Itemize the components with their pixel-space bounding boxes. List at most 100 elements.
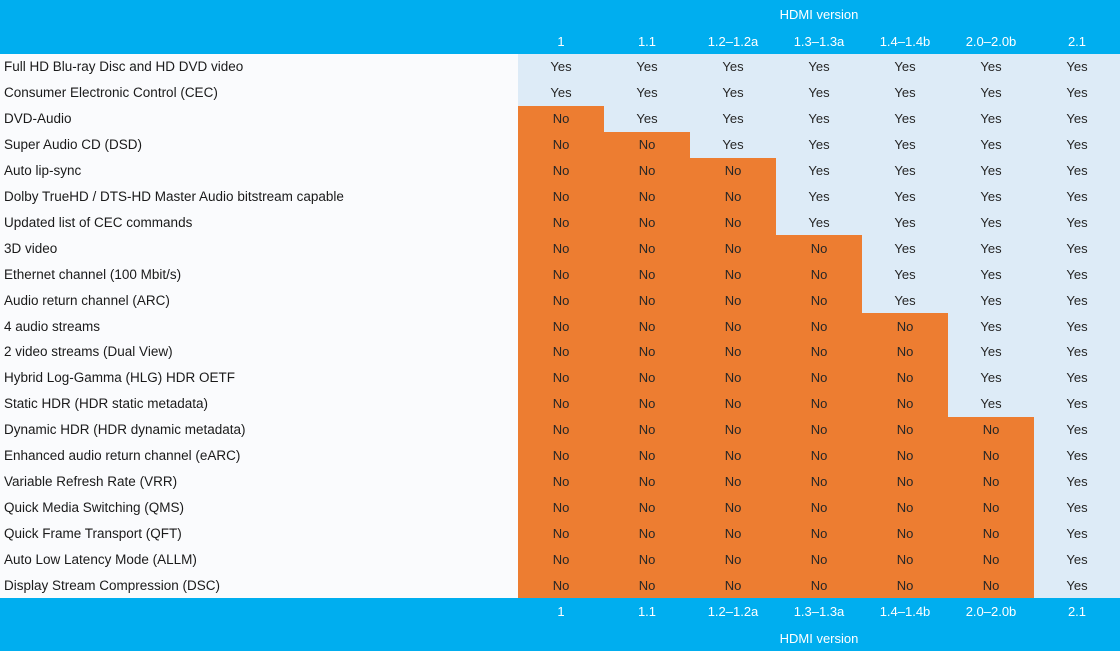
value-cell: Yes xyxy=(690,105,776,132)
value-cell: Yes xyxy=(1034,442,1120,469)
value-cell: Yes xyxy=(1034,494,1120,521)
value-cell: No xyxy=(690,546,776,573)
value-cell: No xyxy=(518,442,604,469)
value-cell: No xyxy=(518,520,604,547)
value-cell: Yes xyxy=(1034,313,1120,339)
value-cell: No xyxy=(604,416,690,443)
value-cell: No xyxy=(604,261,690,288)
table-row: Auto lip-sync No No No Yes Yes Yes Yes xyxy=(0,157,1120,184)
feature-label: Updated list of CEC commands xyxy=(0,209,518,236)
header-col-label: 1.3–1.3a xyxy=(793,33,845,49)
value-cell: No xyxy=(604,235,690,262)
table-row: Hybrid Log-Gamma (HLG) HDR OETF No No No No N… xyxy=(0,364,1120,391)
value-cell: No xyxy=(518,131,604,158)
feature-label: Static HDR (HDR static metadata) xyxy=(0,390,518,417)
value-cell: Yes xyxy=(862,183,948,210)
feature-label: Quick Frame Transport (QFT) xyxy=(0,520,518,547)
feature-label: 3D video xyxy=(0,235,518,262)
value-cell: No xyxy=(518,261,604,288)
value-cell: No xyxy=(948,416,1034,443)
feature-label: Quick Media Switching (QMS) xyxy=(0,494,518,521)
value-cell: No xyxy=(776,261,862,288)
value-cell: Yes xyxy=(948,235,1034,262)
value-cell: Yes xyxy=(1034,416,1120,443)
value-cell: Yes xyxy=(948,261,1034,288)
value-cell: Yes xyxy=(1034,572,1120,599)
footer-col-label: 1.1 xyxy=(637,604,657,619)
value-cell: No xyxy=(776,520,862,547)
feature-label: Display Stream Compression (DSC) xyxy=(0,572,518,599)
value-cell: Yes xyxy=(862,105,948,132)
value-cell: No xyxy=(948,572,1034,599)
value-cell: Yes xyxy=(948,131,1034,158)
footer-col-label: 1.3–1.3a xyxy=(793,604,845,619)
value-cell: Yes xyxy=(948,364,1034,391)
header-column-labels: 1 1.1 1.2–1.2a 1.3–1.3a 1.4–1.4b 2.0–2.0b 2.1 xyxy=(0,28,1120,54)
value-cell: Yes xyxy=(518,54,604,80)
table-row: Enhanced audio return channel (eARC) No No… xyxy=(0,442,1120,469)
feature-label: Hybrid Log-Gamma (HLG) HDR OETF xyxy=(0,364,518,391)
value-cell: Yes xyxy=(862,54,948,80)
value-cell: No xyxy=(604,183,690,210)
value-cell: No xyxy=(690,235,776,262)
table-row: Display Stream Compression (DSC) No No No No… xyxy=(0,572,1120,599)
value-cell: Yes xyxy=(776,105,862,132)
footer-group-label: HDMI version xyxy=(779,630,859,646)
value-cell: Yes xyxy=(862,209,948,236)
value-cell: No xyxy=(518,235,604,262)
feature-label: Variable Refresh Rate (VRR) xyxy=(0,468,518,495)
value-cell: No xyxy=(862,442,948,469)
feature-label: Dynamic HDR (HDR dynamic metadata) xyxy=(0,416,518,443)
value-cell: Yes xyxy=(1034,364,1120,391)
table-body: Full HD Blu-ray Disc and HD DVD video Yes… xyxy=(0,54,1120,599)
header-col-label: 1.4–1.4b xyxy=(879,33,931,49)
table-row: 2 video streams (Dual View) No No No No No Yes… xyxy=(0,338,1120,365)
header-group-label: HDMI version xyxy=(779,6,859,22)
value-cell: Yes xyxy=(948,338,1034,365)
value-cell: Yes xyxy=(948,390,1034,417)
feature-label: 2 video streams (Dual View) xyxy=(0,338,518,365)
footer-column-labels: 1 1.1 1.2–1.2a 1.3–1.3a 1.4–1.4b 2.0–2.0b 2.1 xyxy=(0,598,1120,625)
value-cell: No xyxy=(862,364,948,391)
table-row: Ethernet channel (100 Mbit/s) No No No No Yes… xyxy=(0,261,1120,288)
value-cell: No xyxy=(518,468,604,495)
value-cell: Yes xyxy=(776,183,862,210)
value-cell: No xyxy=(776,546,862,573)
value-cell: No xyxy=(862,572,948,599)
feature-label: DVD-Audio xyxy=(0,105,518,132)
value-cell: Yes xyxy=(948,313,1034,339)
value-cell: No xyxy=(948,468,1034,495)
value-cell: No xyxy=(862,416,948,443)
value-cell: No xyxy=(776,313,862,339)
value-cell: No xyxy=(690,313,776,339)
value-cell: Yes xyxy=(948,183,1034,210)
feature-label: Super Audio CD (DSD) xyxy=(0,131,518,158)
table-row: Variable Refresh Rate (VRR) No No No No No No Y… xyxy=(0,468,1120,495)
value-cell: Yes xyxy=(948,209,1034,236)
value-cell: No xyxy=(776,494,862,521)
value-cell: No xyxy=(518,313,604,339)
value-cell: No xyxy=(690,338,776,365)
value-cell: No xyxy=(518,287,604,314)
value-cell: No xyxy=(518,572,604,599)
value-cell: Yes xyxy=(1034,183,1120,210)
value-cell: Yes xyxy=(604,79,690,106)
feature-label: Full HD Blu-ray Disc and HD DVD video xyxy=(0,54,518,80)
value-cell: No xyxy=(862,390,948,417)
value-cell: Yes xyxy=(518,79,604,106)
value-cell: Yes xyxy=(1034,157,1120,184)
value-cell: Yes xyxy=(862,131,948,158)
table-row: Full HD Blu-ray Disc and HD DVD video Yes… xyxy=(0,54,1120,80)
value-cell: No xyxy=(604,494,690,521)
value-cell: No xyxy=(690,468,776,495)
value-cell: Yes xyxy=(1034,520,1120,547)
value-cell: Yes xyxy=(1034,209,1120,236)
footer-col-label: 1.4–1.4b xyxy=(879,604,931,619)
value-cell: Yes xyxy=(776,209,862,236)
feature-label: Auto lip-sync xyxy=(0,157,518,184)
value-cell: No xyxy=(518,416,604,443)
header-col-label: 1.2–1.2a xyxy=(707,33,759,49)
value-cell: No xyxy=(604,572,690,599)
value-cell: Yes xyxy=(862,79,948,106)
value-cell: No xyxy=(604,157,690,184)
